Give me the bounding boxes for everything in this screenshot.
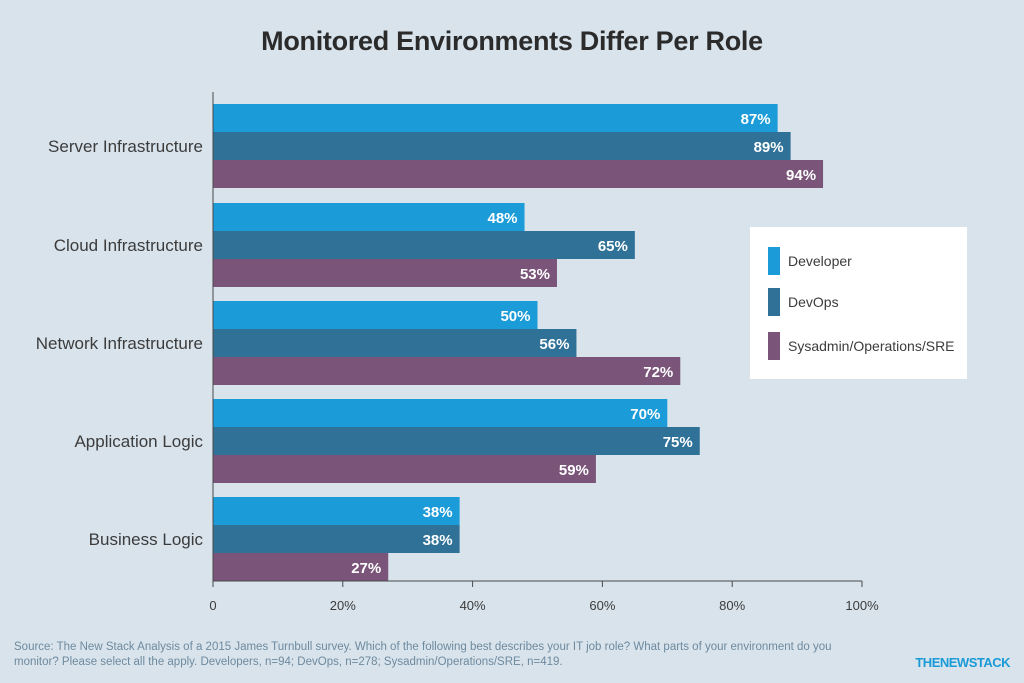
bar-developer-3 (213, 399, 668, 427)
value-label: 48% (487, 210, 517, 227)
x-tick-label: 80% (719, 598, 745, 613)
bar-sysadmin-operations-sre-0 (213, 160, 824, 188)
value-label: 53% (520, 266, 550, 283)
legend-swatch-sysadmin (768, 332, 780, 360)
bar-devops-4 (213, 525, 460, 553)
legend-label-developer: Developer (788, 253, 852, 269)
x-tick-label: 60% (589, 598, 615, 613)
bar-devops-2 (213, 329, 577, 357)
chart-title: Monitored Environments Differ Per Role (261, 26, 763, 56)
category-label: Business Logic (89, 530, 204, 549)
x-tick-label: 40% (460, 598, 486, 613)
legend-label-devops: DevOps (788, 294, 839, 310)
value-label: 27% (351, 560, 381, 577)
value-label: 87% (741, 111, 771, 128)
legend-label-sysadmin: Sysadmin/Operations/SRE (788, 338, 955, 354)
category-label: Server Infrastructure (48, 137, 203, 156)
bar-developer-1 (213, 203, 525, 231)
value-label: 75% (663, 434, 693, 451)
x-tick-label: 0 (209, 598, 216, 613)
value-label: 50% (500, 308, 530, 325)
legend-item-devops: DevOps (768, 288, 839, 316)
source-note: Source: The New Stack Analysis of a 2015… (14, 641, 832, 668)
brand-logo: THENEWSTACK (915, 655, 1010, 670)
bars-group: 87% 89%94% 48% 65% 53% 50% 56% 72% 70%75% 59% 38% 3… (213, 104, 824, 581)
category-labels-group: Server Infrastructure Cloud Infrastructur… (36, 137, 204, 549)
bar-sysadmin-operations-sre-4 (213, 553, 389, 581)
x-tick-label: 100% (845, 598, 879, 613)
value-label: 38% (423, 504, 453, 521)
value-label: 65% (598, 238, 628, 255)
value-label: 89% (754, 139, 784, 156)
legend-swatch-developer (768, 247, 780, 275)
legend-swatch-devops (768, 288, 780, 316)
x-tick-label: 20% (330, 598, 356, 613)
bar-sysadmin-operations-sre-1 (213, 259, 557, 287)
bar-devops-0 (213, 132, 791, 160)
bar-sysadmin-operations-sre-2 (213, 357, 681, 385)
value-label: 94% (786, 167, 816, 184)
axes-group: 0 20% 40% 60% 80% 100% (209, 92, 879, 613)
value-label: 70% (630, 406, 660, 423)
legend: Developer DevOps Sysadmin/Operations/SRE (750, 227, 967, 379)
bar-sysadmin-operations-sre-3 (213, 455, 596, 483)
value-label: 59% (559, 462, 589, 479)
value-label: 56% (539, 336, 569, 353)
value-label: 72% (643, 364, 673, 381)
category-label: Application Logic (74, 432, 203, 451)
bar-developer-4 (213, 497, 460, 525)
legend-item-developer: Developer (768, 247, 852, 275)
value-label: 38% (423, 532, 453, 549)
bar-devops-1 (213, 231, 635, 259)
legend-item-sysadmin: Sysadmin/Operations/SRE (768, 332, 955, 360)
bar-devops-3 (213, 427, 700, 455)
bar-developer-0 (213, 104, 778, 132)
bar-developer-2 (213, 301, 538, 329)
category-label: Network Infrastructure (36, 334, 203, 353)
category-label: Cloud Infrastructure (54, 236, 203, 255)
